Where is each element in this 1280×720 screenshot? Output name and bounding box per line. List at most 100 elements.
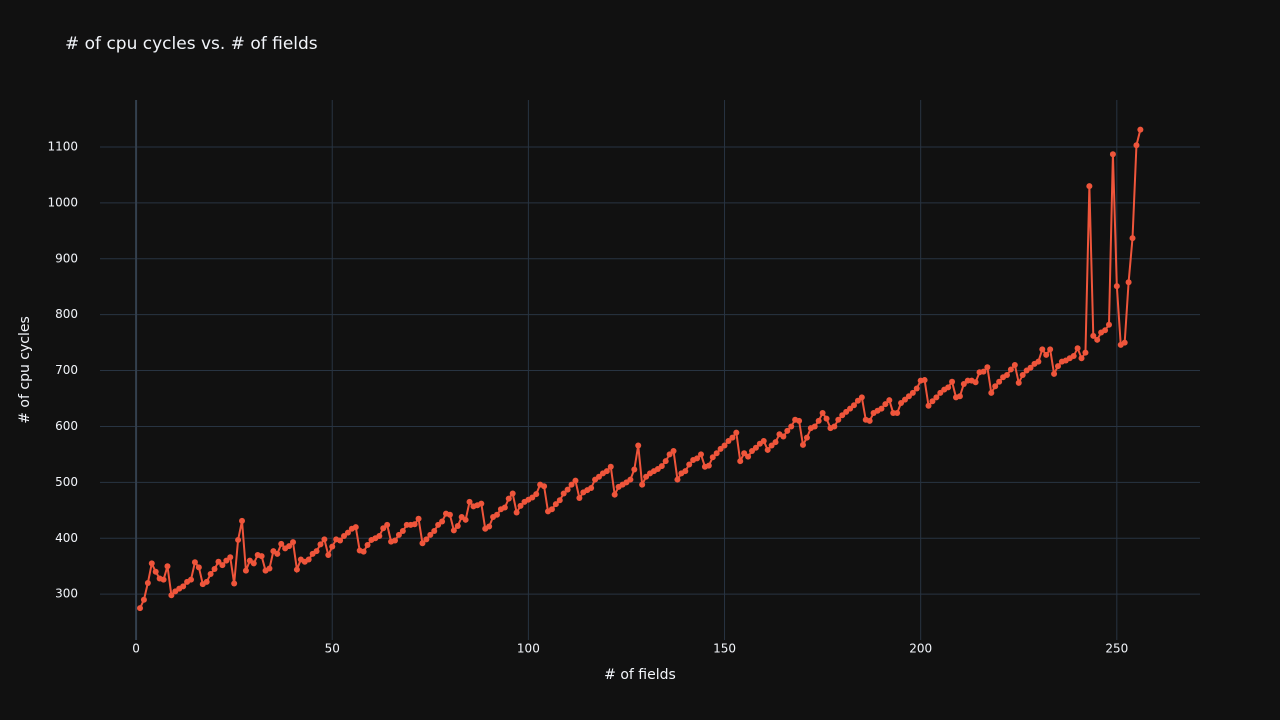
point [780,433,787,440]
point [1078,355,1085,362]
point [1094,336,1101,343]
point [937,389,944,396]
point [682,468,689,475]
point [376,533,383,540]
point [454,522,461,529]
point [1007,366,1014,373]
point [435,521,442,528]
x-tick-label: 250 [1105,642,1128,656]
point [572,477,579,484]
point [603,468,610,475]
point [741,450,748,457]
point [878,405,885,412]
point [235,536,242,543]
point [1125,279,1132,286]
point [427,531,434,538]
point [635,442,642,449]
point [772,439,779,446]
point [858,394,865,401]
point [313,548,320,555]
x-tick-label: 150 [713,642,736,656]
point [290,539,297,546]
point [160,576,167,583]
point [180,583,187,590]
point [627,476,634,483]
point [215,558,222,565]
point [568,481,575,488]
point [901,396,908,403]
point [909,389,916,396]
point [533,491,540,498]
point [831,423,838,430]
point [956,393,963,400]
point [337,537,344,544]
point [1086,183,1093,190]
y-tick-label: 800 [55,307,78,321]
point [548,506,555,513]
point [223,557,230,564]
point [1102,327,1109,334]
y-tick-label: 400 [55,531,78,545]
point [1035,358,1042,365]
point [399,527,406,534]
point [164,563,171,570]
point [1043,351,1050,358]
point [921,377,928,384]
point [898,399,905,406]
point [509,490,516,497]
point [450,527,457,534]
point [992,383,999,390]
point [293,566,300,573]
point [360,548,367,555]
point [352,524,359,531]
point [564,486,571,493]
point [576,495,583,502]
y-tick-label: 1100 [47,139,78,153]
point [717,445,724,452]
point [745,453,752,460]
point [811,423,818,430]
point [752,444,759,451]
point [705,462,712,469]
x-tick-label: 50 [325,642,340,656]
point [1039,346,1046,353]
point [227,554,234,561]
point [239,517,246,524]
point [854,397,861,404]
point [411,521,418,528]
y-tick-label: 600 [55,419,78,433]
point [737,458,744,465]
point [1047,346,1054,353]
point [662,458,669,465]
point [152,568,159,575]
point [423,536,430,543]
point [972,379,979,386]
point [552,501,559,508]
point [1109,151,1116,158]
point [395,531,402,538]
point [670,448,677,455]
y-tick-label: 1000 [47,195,78,209]
point [317,541,324,548]
point [949,378,956,385]
y-tick-label: 500 [55,475,78,489]
point [341,533,348,540]
point [286,543,293,550]
point [933,394,940,401]
point [321,536,328,543]
point [250,560,257,567]
point [697,451,704,458]
point [905,393,912,400]
point [799,441,806,448]
point [729,434,736,441]
point [850,402,857,409]
point [803,434,810,441]
point [596,473,603,480]
point [1105,321,1112,328]
point [835,416,842,423]
point [148,560,155,567]
point [517,502,524,509]
point [686,461,693,468]
point [274,550,281,557]
